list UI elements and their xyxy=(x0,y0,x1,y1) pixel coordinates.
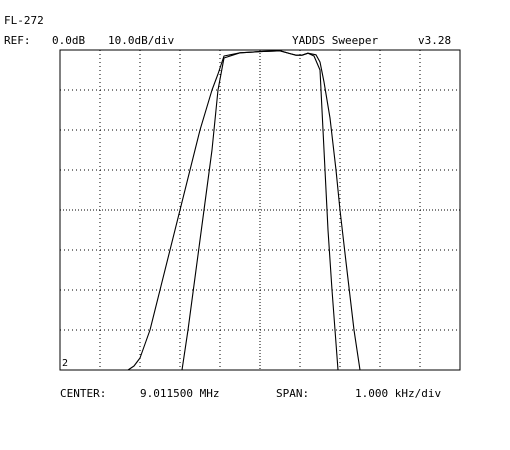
app-name: YADDS Sweeper xyxy=(292,34,379,47)
plot-frame xyxy=(59,49,461,371)
scale-per-division: 10.0dB/div xyxy=(108,34,175,47)
center-frequency: 9.011500 MHz xyxy=(140,387,220,400)
span-value: 1.000 kHz/div xyxy=(355,387,442,400)
ref-label: REF: xyxy=(4,34,31,47)
span-label: SPAN: xyxy=(276,387,310,400)
series-line-2 xyxy=(60,50,460,371)
plot-grid xyxy=(60,50,460,370)
center-label: CENTER: xyxy=(60,387,107,400)
trace-marker: 2 xyxy=(62,358,69,369)
trace-group xyxy=(60,50,460,371)
ref-value: 0.0dB xyxy=(52,34,86,47)
app-version: v3.28 xyxy=(418,34,452,47)
filter-id: FL-272 xyxy=(4,14,44,27)
